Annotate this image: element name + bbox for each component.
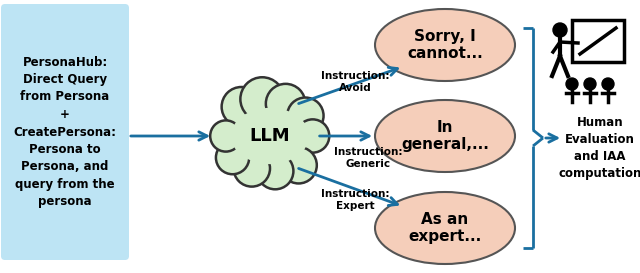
Circle shape [566,78,578,90]
Circle shape [602,78,614,90]
Circle shape [553,23,567,37]
Ellipse shape [375,192,515,264]
Text: As an
expert...: As an expert... [408,212,482,244]
Text: PersonaHub:
Direct Query
from Persona
+
CreatePersona:
Persona to
Persona, and
q: PersonaHub: Direct Query from Persona + … [13,55,116,209]
Text: Human
Evaluation
and IAA
computation: Human Evaluation and IAA computation [558,116,640,180]
Circle shape [584,78,596,90]
Circle shape [210,120,241,152]
Circle shape [287,97,324,134]
Text: Instruction:
Avoid: Instruction: Avoid [321,71,389,93]
Text: Sorry, I
cannot...: Sorry, I cannot... [407,29,483,61]
Circle shape [296,119,329,153]
Text: Instruction:
Expert: Instruction: Expert [321,189,389,211]
FancyBboxPatch shape [1,4,129,260]
Circle shape [234,150,270,187]
Circle shape [257,153,293,189]
Text: In
general,...: In general,... [401,120,489,152]
Circle shape [266,84,305,123]
Ellipse shape [375,100,515,172]
Text: Instruction:
Generic: Instruction: Generic [333,147,403,169]
Circle shape [280,147,317,183]
Circle shape [241,77,284,121]
Ellipse shape [226,102,314,170]
Circle shape [216,141,249,174]
Text: LLM: LLM [250,127,291,145]
Ellipse shape [231,108,309,164]
Circle shape [221,87,261,126]
Ellipse shape [375,9,515,81]
FancyBboxPatch shape [572,20,624,62]
